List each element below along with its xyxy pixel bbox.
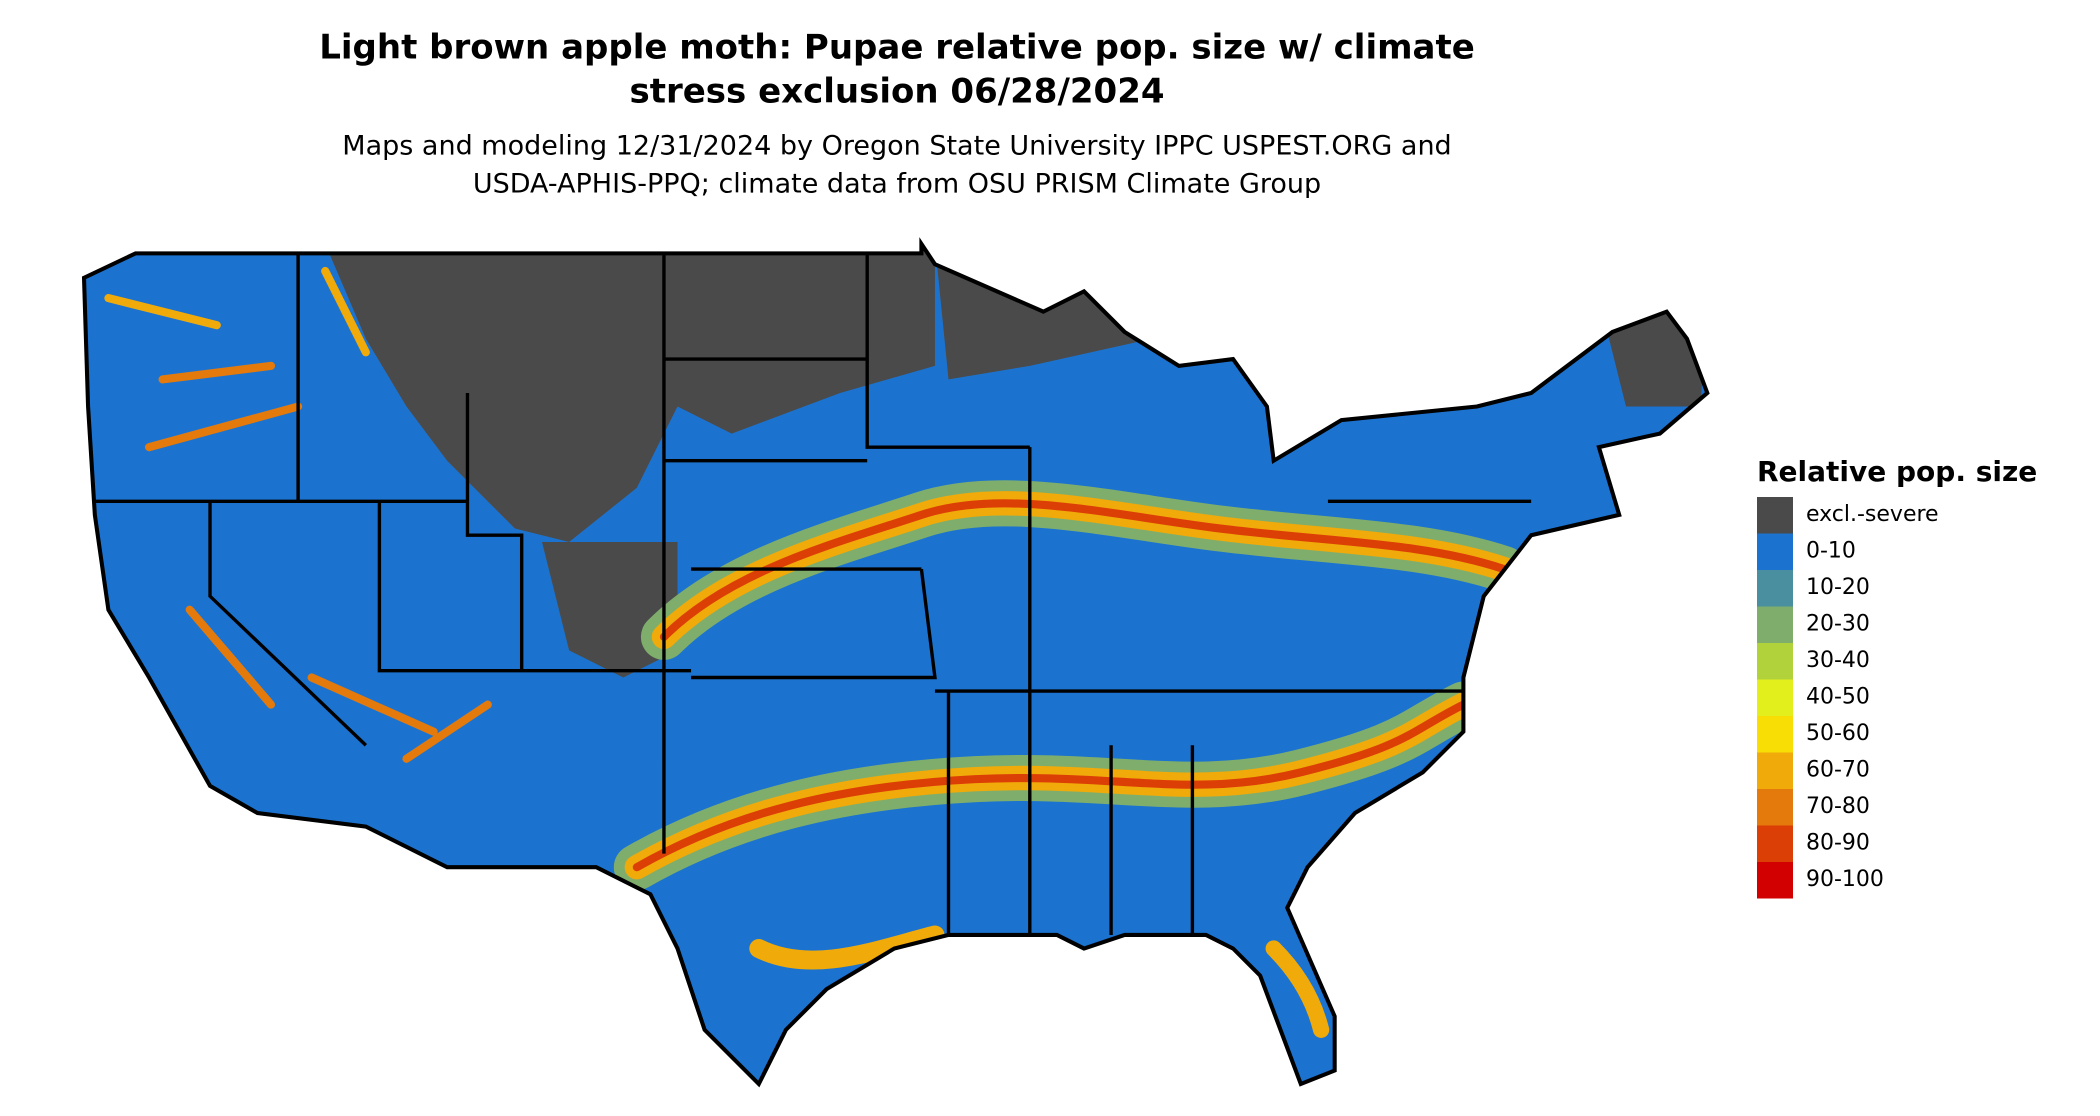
title: Light brown apple moth: Pupae relative p… [319,28,1475,68]
legend-label: 50-60 [1806,721,1870,746]
legend-swatch [1757,752,1793,789]
legend-label: 90-100 [1806,867,1884,892]
map-surface [84,243,1708,1085]
legend-label: 80-90 [1806,831,1870,856]
legend-swatch [1757,570,1793,607]
state-borders [94,253,1532,935]
legend-swatch [1757,789,1793,826]
excluded-area [325,243,935,542]
legend-label: 0-10 [1806,539,1856,564]
legend-label: 20-30 [1806,612,1870,637]
legend-swatch [1757,497,1793,534]
subtitle: USDA-APHIS-PPQ; climate data from OSU PR… [473,169,1321,200]
legend-swatch [1757,862,1793,899]
title: stress exclusion 06/28/2024 [629,72,1164,112]
legend-label: 40-50 [1806,685,1870,710]
legend-label: 10-20 [1806,575,1870,600]
legend-label: 60-70 [1806,758,1870,783]
legend-swatch [1757,643,1793,680]
population-bands [104,266,1528,1038]
subtitle: Maps and modeling 12/31/2024 by Oregon S… [342,131,1451,162]
us-outline [81,237,1710,1088]
legend-swatch [1757,716,1793,753]
legend-swatch [1757,606,1793,643]
legend-label: 70-80 [1806,794,1870,819]
legend-swatch [1757,679,1793,716]
legend-label: 30-40 [1806,648,1870,673]
legend-swatch [1757,825,1793,862]
legend-swatch [1757,533,1793,570]
legend-label: excl.-severe [1806,502,1939,527]
legend-title: Relative pop. size [1757,455,2037,488]
map [81,237,1710,1088]
